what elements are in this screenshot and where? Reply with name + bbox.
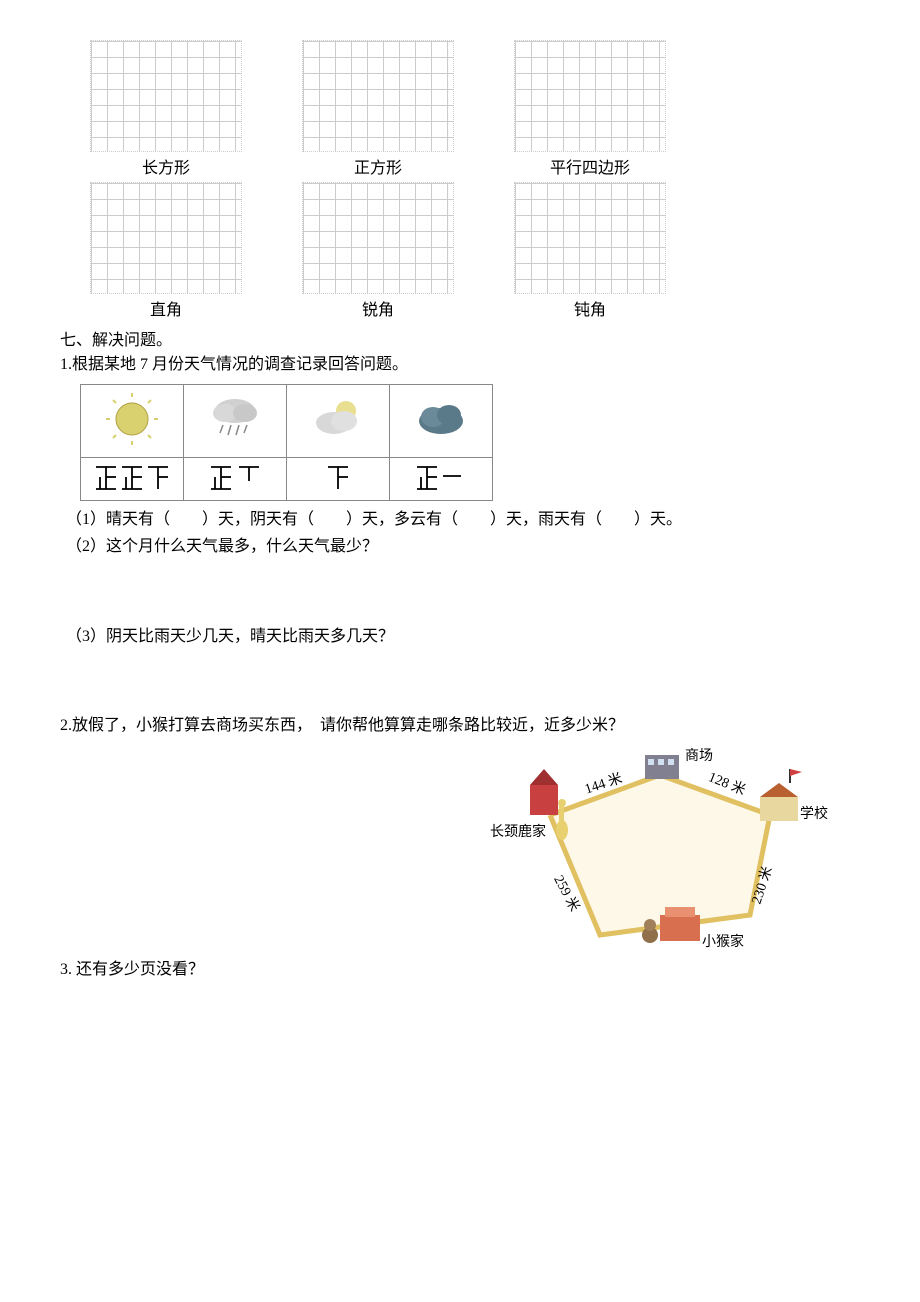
grid-box: [90, 40, 242, 152]
grid-label: 钝角: [574, 296, 606, 320]
sun-icon: [102, 391, 162, 446]
grid-label: 长方形: [142, 154, 190, 178]
grid-box: [302, 182, 454, 294]
grid-item-obtuse-angle: 钝角: [514, 182, 666, 320]
grid-label: 正方形: [354, 154, 402, 178]
grid-item-right-angle: 直角: [90, 182, 242, 320]
answer-space: [60, 651, 860, 711]
grid-box: [90, 182, 242, 294]
partly-cloudy-icon: [308, 391, 368, 446]
rain-icon: [205, 391, 265, 446]
map-label-monkey: 小猴家: [702, 931, 744, 951]
map-svg: [490, 745, 830, 955]
map-label-giraffe: 长颈鹿家: [490, 821, 546, 841]
tally-cell-2: [184, 457, 287, 500]
tally-cell-3: [287, 457, 390, 500]
route-map: 商场 长颈鹿家 学校 小猴家 144 米 128 米 259 米 230 米: [490, 745, 830, 955]
weather-cell-partly-cloudy: [287, 384, 390, 457]
answer-space: [60, 562, 860, 622]
grid-box: [302, 40, 454, 152]
q1-sub1: （1）晴天有（ ）天，阴天有（ ）天，多云有（ ）天，雨天有（ ）天。: [60, 507, 860, 533]
cloud-icon: [411, 391, 471, 446]
weather-tally-table: [80, 384, 493, 501]
weather-cell-rain: [184, 384, 287, 457]
grid-item-acute-angle: 锐角: [302, 182, 454, 320]
weather-cell-cloud: [390, 384, 493, 457]
grid-row-angles: 直角 锐角 钝角: [60, 182, 860, 320]
map-label-mall: 商场: [685, 745, 713, 765]
grid-label: 锐角: [362, 296, 394, 320]
q3-text: 3. 还有多少页没看？: [60, 957, 860, 983]
q1-sub2: （2）这个月什么天气最多，什么天气最少？: [60, 534, 860, 560]
tally-cell-1: [81, 457, 184, 500]
tally-marks-row: [81, 457, 493, 500]
grid-row-shapes: 长方形 正方形 平行四边形: [60, 40, 860, 178]
q2-text: 2.放假了，小猴打算去商场买东西， 请你帮他算算走哪条路比较近，近多少米？: [60, 713, 860, 739]
weather-cell-sun: [81, 384, 184, 457]
q1-sub3: （3）阴天比雨天少几天，晴天比雨天多几天？: [60, 624, 860, 650]
grid-item-parallelogram: 平行四边形: [514, 40, 666, 178]
grid-box: [514, 40, 666, 152]
grid-box: [514, 182, 666, 294]
grid-label: 直角: [150, 296, 182, 320]
map-label-school: 学校: [800, 803, 828, 823]
grid-item-square: 正方形: [302, 40, 454, 178]
grid-label: 平行四边形: [550, 154, 630, 178]
map-container: 商场 长颈鹿家 学校 小猴家 144 米 128 米 259 米 230 米: [60, 745, 860, 955]
grid-item-rectangle: 长方形: [90, 40, 242, 178]
section-title: 七、解决问题。: [60, 326, 860, 350]
q1-title: 1.根据某地 7 月份天气情况的调查记录回答问题。: [60, 352, 860, 378]
tally-cell-4: [390, 457, 493, 500]
weather-icons-row: [81, 384, 493, 457]
